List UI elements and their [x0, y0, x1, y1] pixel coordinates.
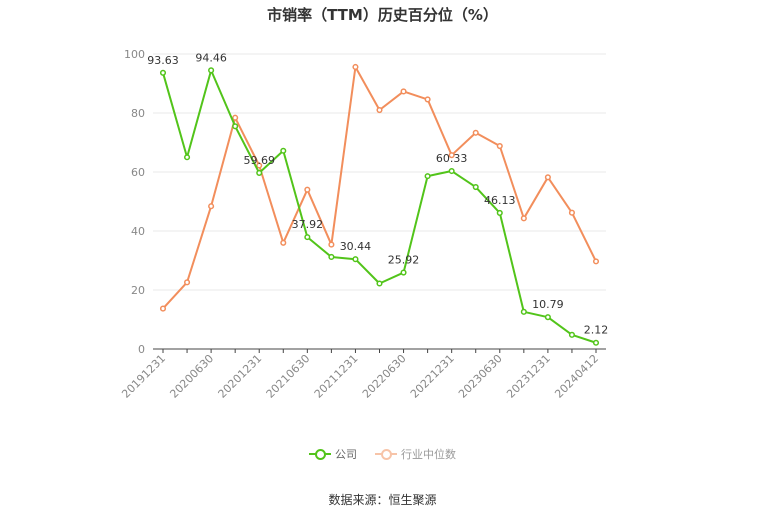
data-point [424, 96, 431, 103]
data-label: 30.44 [340, 240, 372, 253]
data-point [328, 253, 335, 261]
x-tick-label: 20221231 [408, 352, 457, 401]
x-tick-label: 20230630 [456, 352, 505, 401]
data-point [184, 154, 191, 161]
legend-item-industry[interactable]: 行业中位数 [375, 446, 456, 462]
data-label: 2.12 [584, 324, 609, 337]
data-point [472, 183, 479, 191]
data-point [544, 174, 551, 181]
data-point [568, 209, 575, 216]
y-tick-label: 20 [131, 284, 145, 297]
data-point [184, 279, 191, 286]
data-label: 25.92 [388, 254, 420, 267]
data-point [328, 241, 335, 248]
data-point [376, 280, 383, 287]
data-label: 10.79 [532, 298, 564, 311]
y-tick-label: 0 [138, 343, 145, 356]
x-tick-label: 20240412 [552, 352, 601, 401]
data-label: 59.69 [243, 154, 275, 167]
data-point [448, 152, 455, 159]
x-tick-label: 20201231 [216, 352, 265, 401]
x-tick-label: 20191231 [119, 352, 168, 401]
data-point [280, 239, 287, 246]
data-point [304, 234, 311, 241]
legend-company-swatch [309, 448, 331, 460]
y-tick-label: 60 [131, 166, 145, 179]
data-point [232, 123, 239, 130]
x-tick-label: 20231231 [504, 352, 553, 401]
data-point [544, 314, 551, 321]
legend-industry-swatch [375, 448, 397, 460]
x-tick-label: 20210630 [264, 352, 313, 401]
data-point [208, 67, 215, 74]
legend-industry-label: 行业中位数 [401, 448, 456, 461]
data-point [256, 162, 263, 169]
data-point [592, 258, 600, 265]
y-tick-label: 100 [124, 48, 145, 61]
data-point [304, 186, 311, 193]
data-point [400, 88, 407, 95]
data-point [520, 215, 527, 222]
data-point [352, 63, 359, 71]
data-point [496, 209, 503, 216]
y-tick-label: 80 [131, 107, 145, 120]
data-label: 37.92 [292, 218, 324, 231]
series-line [162, 65, 597, 310]
data-point [208, 203, 215, 210]
data-point [592, 339, 600, 346]
data-point [496, 142, 503, 150]
chart-title: 市销率（TTM）历史百分位（%） [267, 6, 498, 24]
data-point [159, 305, 167, 312]
data-point [256, 169, 263, 176]
data-source: 数据来源：恒生聚源 [328, 493, 437, 507]
data-point [232, 114, 239, 121]
data-point [520, 308, 527, 315]
x-tick-label: 20220630 [360, 352, 409, 401]
data-point [472, 129, 479, 136]
data-point [159, 69, 167, 76]
data-point [400, 269, 407, 276]
data-point [352, 256, 359, 263]
legend: 公司 行业中位数 [0, 446, 765, 462]
data-label: 93.63 [147, 54, 179, 67]
data-label: 46.13 [484, 194, 516, 207]
data-label: 60.33 [436, 152, 468, 165]
legend-item-company[interactable]: 公司 [309, 446, 357, 462]
data-point [376, 107, 383, 114]
x-tick-label: 20211231 [312, 352, 361, 401]
x-tick-label: 20200630 [167, 352, 216, 401]
data-point [568, 331, 575, 338]
y-tick-label: 40 [131, 225, 145, 238]
data-point [280, 147, 287, 154]
data-label: 94.46 [195, 51, 227, 64]
data-point [448, 167, 455, 175]
data-point [424, 173, 431, 180]
legend-company-label: 公司 [335, 448, 357, 461]
